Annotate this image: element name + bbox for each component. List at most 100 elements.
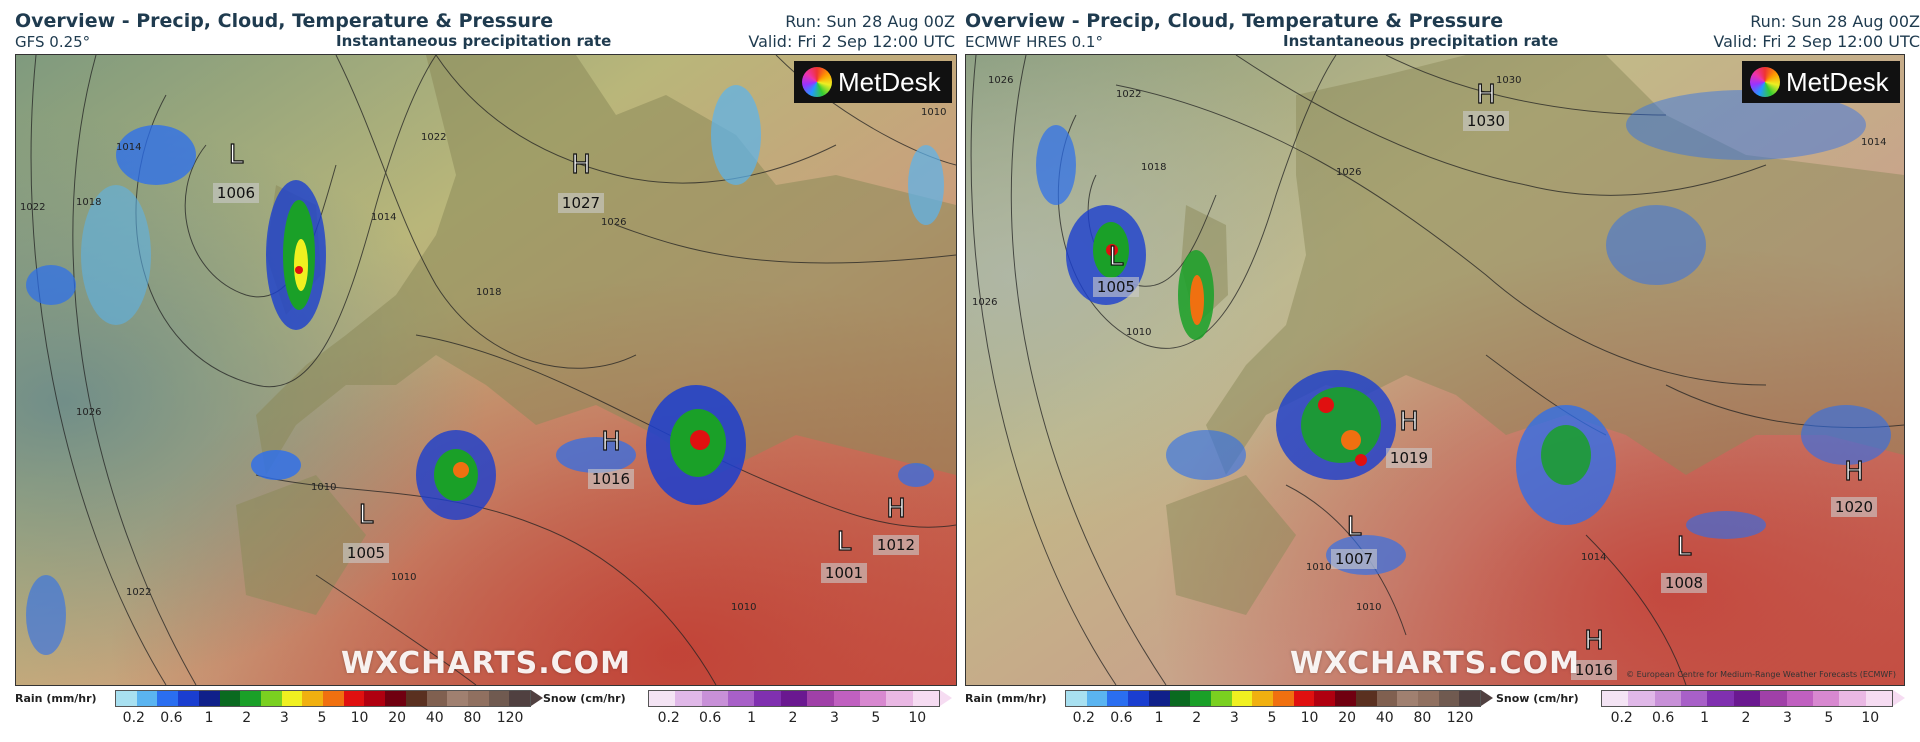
isobar-label: 1010 <box>921 107 946 118</box>
rain-colorbar-swatch <box>509 691 531 706</box>
isobar-label: 1030 <box>1496 75 1521 86</box>
snow-colorbar-swatch <box>1786 691 1813 706</box>
rain-colorbar-swatch <box>1355 691 1377 706</box>
rain-colorbar-swatch <box>1086 691 1108 706</box>
snow-colorbar-swatch <box>1760 691 1787 706</box>
snow-legend-label: Snow (cm/hr) <box>1496 692 1579 705</box>
snow-tick-label: 2 <box>788 710 798 726</box>
model-label: ECMWF HRES 0.1° <box>965 33 1103 51</box>
snow-colorbar-swatch <box>649 691 676 706</box>
rain-colorbar-swatch <box>1459 691 1481 706</box>
snow-legend: Snow (cm/hr) 0.2 0.6 1 2 3 5 10 <box>543 690 955 734</box>
pressure-centre: H 1016 <box>588 426 634 489</box>
forecast-map[interactable]: 1022 1018 1014 1014 1022 1010 1026 1018 … <box>15 54 957 686</box>
snow-tick-label: 1 <box>747 710 757 726</box>
snow-colorbar-swatch <box>1654 691 1682 706</box>
snow-tick-label: 0.6 <box>699 710 722 726</box>
isobar-label: 1014 <box>116 142 141 153</box>
rain-legend: Rain (mm/hr) 0.2 0.6 1 2 3 5 10 20 40 80 120 <box>15 690 543 734</box>
pressure-centre: H 1027 <box>558 149 604 213</box>
rain-colorbar-swatch <box>1231 691 1253 706</box>
rain-colorbar-swatch <box>1397 691 1418 706</box>
rain-colorbar-swatch <box>260 691 282 706</box>
pressure-centre: L 1006 <box>213 139 259 203</box>
snow-colorbar-swatch <box>807 691 834 706</box>
rain-tick-label: 20 <box>1338 710 1357 726</box>
snow-tick-label: 0.2 <box>657 710 680 726</box>
model-label: GFS 0.25° <box>15 33 91 51</box>
snow-tick-label: 0.2 <box>1610 710 1633 726</box>
snow-colorbar <box>1601 690 1893 707</box>
rain-colorbar-swatch <box>281 691 303 706</box>
rain-tick-label: 0.6 <box>1110 710 1133 726</box>
rain-colorbar-swatch <box>1252 691 1274 706</box>
rain-colorbar-swatch <box>198 691 220 706</box>
rain-colorbar <box>115 690 531 707</box>
map-canvas: 1022 1018 1014 1014 1022 1010 1026 1018 … <box>16 55 956 685</box>
rain-tick-label: 0.6 <box>160 710 183 726</box>
rain-colorbar-swatch <box>1210 691 1232 706</box>
snow-colorbar-swatch <box>754 691 781 706</box>
pressure-letter: H <box>571 150 591 180</box>
rain-colorbar-swatch <box>426 691 448 706</box>
isobar-label: 1010 <box>1126 327 1151 338</box>
rain-tick-label: 3 <box>279 710 289 726</box>
pressure-letter: H <box>1844 457 1864 487</box>
rain-tick-label: 10 <box>1300 710 1319 726</box>
snow-tick-label: 1 <box>1700 710 1710 726</box>
pressure-letter: H <box>886 494 906 524</box>
rain-tick-label: 0.2 <box>122 710 145 726</box>
snow-colorbar-swatch <box>1865 691 1892 706</box>
pressure-centre: L 1005 <box>1093 241 1139 297</box>
pressure-letter: L <box>837 527 852 557</box>
rain-colorbar-swatch <box>1314 691 1336 706</box>
isobar-label: 1014 <box>1861 137 1886 148</box>
rain-colorbar-swatch <box>364 691 386 706</box>
pressure-centre: H 1020 <box>1831 456 1877 517</box>
isobar-label: 1014 <box>371 212 396 223</box>
snow-colorbar <box>648 690 940 707</box>
snow-colorbar-swatch <box>675 691 702 706</box>
snow-ticks: 0.2 0.6 1 2 3 5 10 <box>648 710 938 726</box>
pressure-centres: H 1030 L 1005 H 1019 L 1007 <box>1093 79 1877 680</box>
pressure-value: 1020 <box>1835 498 1873 516</box>
rain-tick-label: 2 <box>242 710 252 726</box>
rain-colorbar-swatch <box>219 691 241 706</box>
rain-colorbar-swatch <box>178 691 199 706</box>
rain-colorbar-swatch <box>1335 691 1356 706</box>
rain-colorbar-swatch <box>157 691 179 706</box>
pressure-value: 1016 <box>592 470 630 488</box>
rain-colorbar-swatch <box>467 691 489 706</box>
chart-title: Overview - Precip, Cloud, Temperature & … <box>965 10 1504 32</box>
isobar-label: 1026 <box>972 297 997 308</box>
pressure-value: 1005 <box>347 544 385 562</box>
snow-colorbar-swatch <box>912 691 939 706</box>
precipitation <box>26 85 944 655</box>
rain-tick-label: 5 <box>317 710 327 726</box>
rain-colorbar-swatch <box>343 691 365 706</box>
isobar-label: 1022 <box>421 132 446 143</box>
rain-tick-label: 0.2 <box>1072 710 1095 726</box>
pressure-centre: L 1007 <box>1331 511 1377 569</box>
rain-colorbar-swatch <box>385 691 406 706</box>
isobar-label: 1010 <box>311 482 336 493</box>
rain-colorbar-swatch <box>488 691 510 706</box>
rain-colorbar-swatch <box>323 691 344 706</box>
valid-label: Valid: Fri 2 Sep 12:00 UTC <box>748 32 955 51</box>
rain-legend: Rain (mm/hr) 0.2 0.6 1 2 3 5 10 20 40 80 120 <box>965 690 1493 734</box>
isobar-label: 1026 <box>601 217 626 228</box>
gfs-panel: Overview - Precip, Cloud, Temperature & … <box>0 0 957 742</box>
isobar-label: 1010 <box>1306 562 1331 573</box>
isobars <box>970 55 1904 685</box>
metdesk-logo-icon <box>1750 67 1780 97</box>
metdesk-logo-icon <box>802 67 832 97</box>
rain-colorbar-arrow <box>1481 690 1493 706</box>
forecast-map[interactable]: 1026 1022 1018 1026 1030 1010 1010 1014 … <box>965 54 1905 686</box>
snow-tick-label: 10 <box>908 710 927 726</box>
snow-tick-label: 3 <box>1782 710 1792 726</box>
snow-colorbar-swatch <box>833 691 860 706</box>
pressure-centre: H 1016 <box>1571 625 1617 680</box>
isobar-label: 1018 <box>1141 162 1166 173</box>
rain-colorbar-swatch <box>1376 691 1398 706</box>
rain-tick-label: 1 <box>1154 710 1164 726</box>
